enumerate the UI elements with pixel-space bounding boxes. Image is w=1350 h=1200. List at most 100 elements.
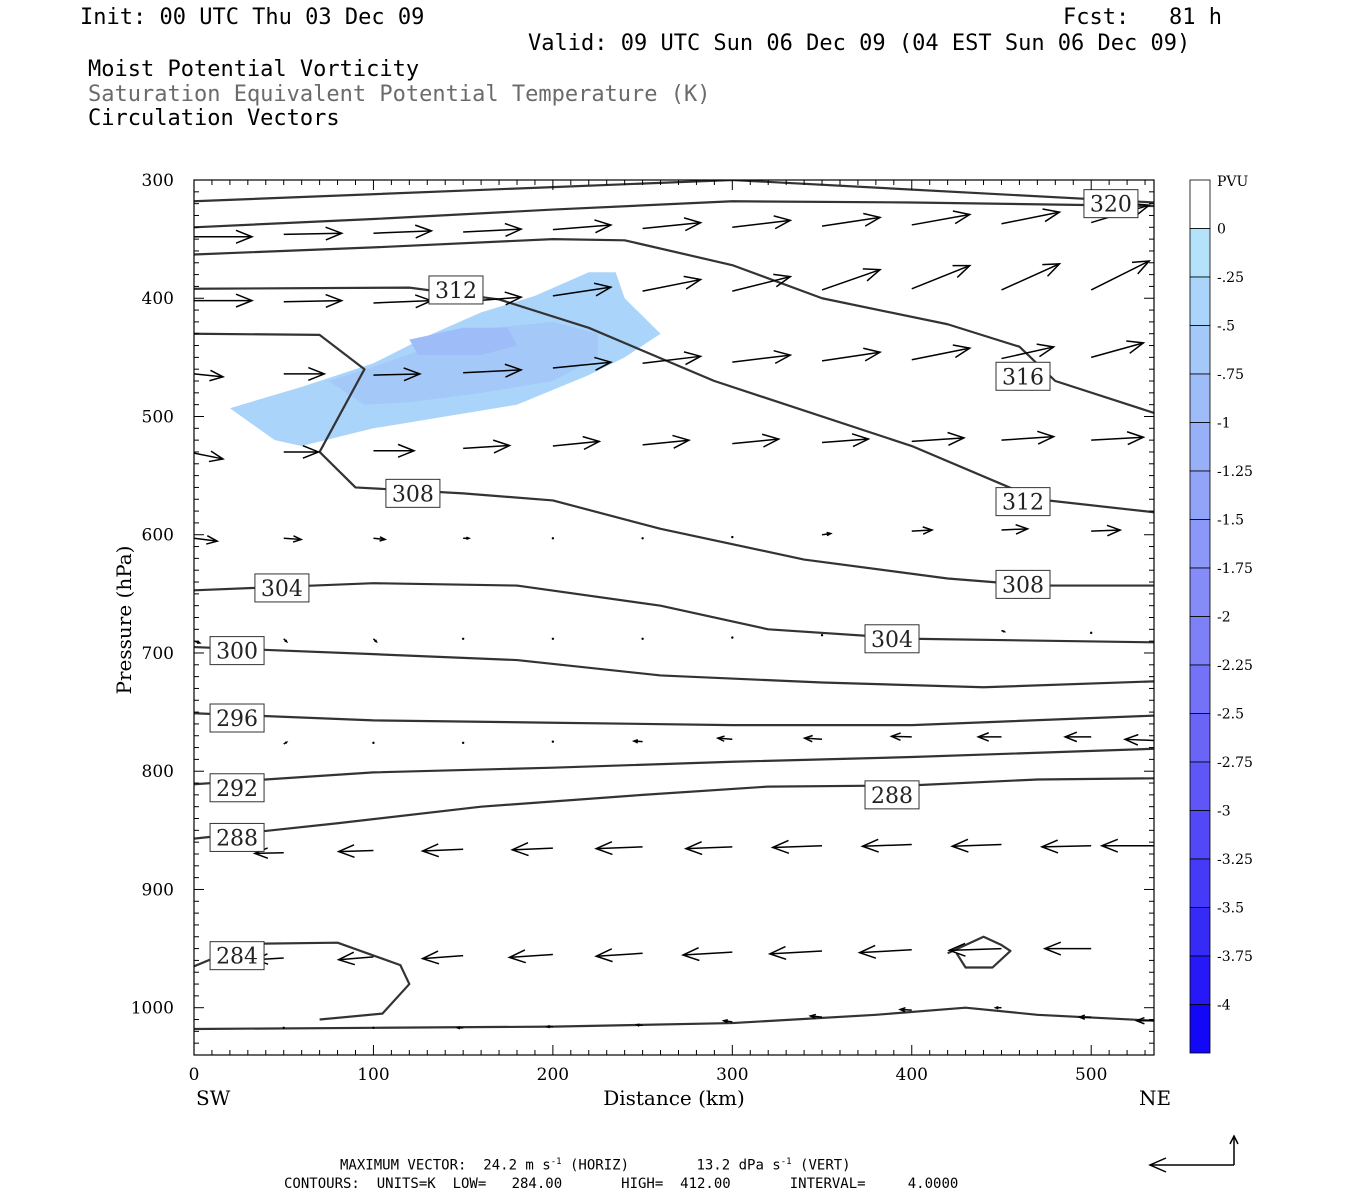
colorbar-label: -3.5 [1217, 901, 1244, 917]
colorbar-swatch [1189, 713, 1211, 763]
vector-arrow [461, 741, 465, 745]
vector-head [672, 434, 692, 449]
vector-arrow [336, 844, 374, 859]
vector-head [773, 349, 793, 365]
vector-head [1042, 263, 1062, 277]
colorbar-label: -1 [1217, 416, 1231, 432]
colorbar-label: -3 [1217, 804, 1231, 820]
vector-head [196, 640, 202, 644]
vector-head [336, 951, 356, 966]
contour-label-text: 308 [1002, 573, 1044, 598]
colorbar-label: -1.75 [1217, 561, 1253, 577]
contour-label: 292 [209, 773, 265, 803]
vector-arrow [770, 839, 823, 854]
vector-head [594, 219, 613, 234]
vector-shaft [338, 956, 374, 961]
vector-arrow [283, 293, 344, 309]
vector-shaft [596, 846, 643, 850]
vector-head [284, 639, 289, 644]
vector-head [947, 942, 966, 957]
vector-arrow [510, 842, 553, 857]
vector-head [770, 839, 790, 854]
contour-label: 316 [995, 361, 1051, 391]
vector-shaft [911, 264, 971, 290]
vector-arrow [463, 439, 512, 454]
vector-arrow [950, 838, 1002, 853]
colorbar-label: -.5 [1217, 319, 1235, 335]
vector-head [414, 224, 434, 239]
y-tick-label: 500 [142, 407, 174, 427]
vector-shaft [732, 438, 779, 445]
vector-head [1015, 523, 1030, 535]
vector-head [284, 741, 289, 745]
vector-arrow [1090, 340, 1146, 359]
vector-arrow [821, 433, 871, 448]
vector-arrow [1091, 431, 1146, 446]
vector-shaft [1001, 211, 1060, 225]
vector-head [594, 948, 613, 963]
colorbar-label: -2.5 [1217, 707, 1244, 723]
contour-label-text: 308 [392, 482, 434, 507]
vector-arrow [372, 1026, 375, 1030]
contour-label: 284 [209, 941, 265, 971]
contour-label-text: 292 [216, 777, 258, 802]
colorbar-label: -3.25 [1217, 852, 1253, 868]
vector-head [504, 222, 524, 237]
vector-arrow [455, 1026, 464, 1030]
colorbar-swatch [1189, 325, 1211, 375]
max-vector-label: MAXIMUM VECTOR: 24.2 m s-1 (HORIZ) 13.2 … [340, 1157, 851, 1174]
vector-shaft [552, 440, 600, 447]
vector-head [1036, 343, 1056, 358]
vector-head [510, 842, 529, 857]
vector-head [1039, 839, 1059, 854]
vector-head [374, 639, 378, 644]
contour-label-box [254, 573, 310, 603]
colorbar-label: -.25 [1217, 270, 1244, 286]
vector-head [683, 840, 703, 856]
contour-label-text: 320 [1090, 193, 1132, 218]
vector-head [1037, 430, 1056, 445]
contours-info: CONTOURS: UNITS=K LOW= 284.00 HIGH= 412.… [284, 1176, 959, 1192]
vector-arrow [1001, 629, 1007, 633]
vector-arrow [732, 433, 781, 448]
field-title-vectors: Circulation Vectors [88, 106, 340, 131]
vector-shaft [952, 843, 1002, 848]
vector-head [1077, 1014, 1086, 1020]
vector-arrow [283, 366, 327, 382]
vector-head [209, 369, 226, 382]
vector-shaft [911, 529, 933, 532]
contour-label: 304 [864, 624, 920, 654]
vector-arrow [1001, 263, 1062, 291]
contour-label-box [428, 275, 484, 305]
contour-label: 288 [209, 822, 265, 852]
vector-shaft [1001, 528, 1028, 531]
vector-shaft [1091, 529, 1121, 532]
vector-head [593, 282, 613, 297]
colorbar-label: -.75 [1217, 367, 1244, 383]
contour-label-text: 304 [871, 628, 913, 653]
vector-head [715, 735, 725, 742]
vector-shaft [732, 275, 791, 292]
vector-shaft [338, 849, 374, 853]
vector-arrow [947, 942, 1002, 957]
vector-shaft [859, 949, 912, 954]
axis-ticks: 0 100 200 300 400 500 300 400 500 600 700 800 900 100… [131, 171, 1154, 1085]
x-tick-label: 400 [896, 1065, 928, 1085]
contour-label: 308 [385, 478, 441, 508]
contour-label-box [995, 487, 1051, 517]
vector-head [851, 433, 871, 448]
vector-shaft [463, 228, 522, 233]
contour-labels: 320 312 316 308 312 304 308 304 300 296 292 288 288 2… [209, 189, 1139, 971]
contour-label: 288 [864, 780, 920, 810]
colorbar-swatch [1189, 1004, 1211, 1054]
vector-dot [282, 1026, 285, 1030]
vector-head [862, 268, 882, 282]
vector-arrow [551, 537, 555, 540]
vector-arrow [194, 450, 225, 463]
mpv-region [409, 327, 517, 355]
vector-head [1131, 260, 1152, 275]
colorbar-swatch [1189, 228, 1211, 278]
vector-shaft [373, 373, 420, 376]
vector-arrow [463, 536, 471, 541]
vector-arrow [283, 741, 289, 745]
